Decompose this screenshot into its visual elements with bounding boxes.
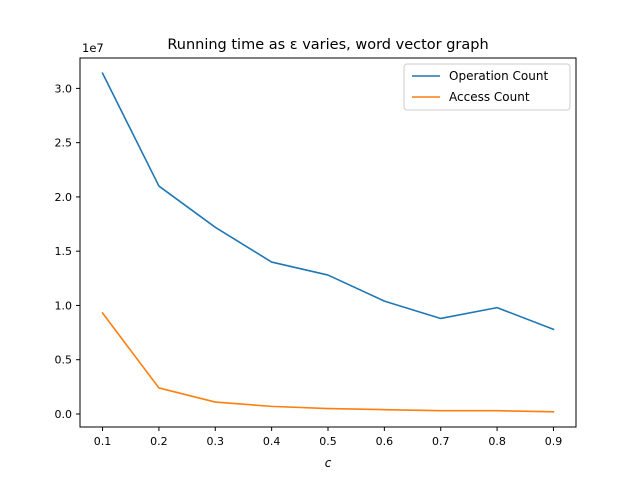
x-tick-label: 0.4 — [263, 435, 281, 448]
x-tick-label: 0.7 — [432, 435, 450, 448]
series-layer — [101, 72, 555, 413]
x-tick-label: 0.2 — [150, 435, 168, 448]
x-tick-label: 0.1 — [94, 435, 112, 448]
x-tick-label: 0.9 — [545, 435, 563, 448]
y-tick-label: 0.5 — [55, 354, 73, 367]
series-line-access-count — [101, 311, 555, 413]
chart-title: Running time as ε varies, word vector gr… — [167, 37, 488, 53]
x-tick-label: 0.6 — [376, 435, 394, 448]
y-tick-label: 1.0 — [55, 299, 73, 312]
legend-label: Access Count — [449, 90, 530, 104]
y-axis: 0.0 0.5 1.0 1.5 2.0 2.5 3.0 — [55, 82, 80, 421]
legend-box — [403, 63, 571, 111]
y-tick-label: 0.0 — [55, 408, 73, 421]
y-tick-label: 3.0 — [55, 82, 73, 95]
y-tick-label: 2.5 — [55, 137, 73, 150]
y-tick-label: 1.5 — [55, 245, 73, 258]
x-axis: 0.1 0.2 0.3 0.4 0.5 0.6 0.7 0.8 0.9 — [94, 427, 562, 448]
plot-frame — [79, 57, 577, 428]
series-line-operation-count — [101, 72, 555, 331]
y-scale-label: 1e7 — [82, 41, 104, 55]
legend: Operation Count Access Count — [403, 63, 571, 111]
x-tick-label: 0.3 — [207, 435, 225, 448]
legend-label: Operation Count — [449, 69, 548, 83]
x-tick-label: 0.5 — [319, 435, 337, 448]
x-axis-label: c — [325, 456, 332, 470]
y-tick-label: 2.0 — [55, 191, 73, 204]
x-tick-label: 0.8 — [488, 435, 506, 448]
